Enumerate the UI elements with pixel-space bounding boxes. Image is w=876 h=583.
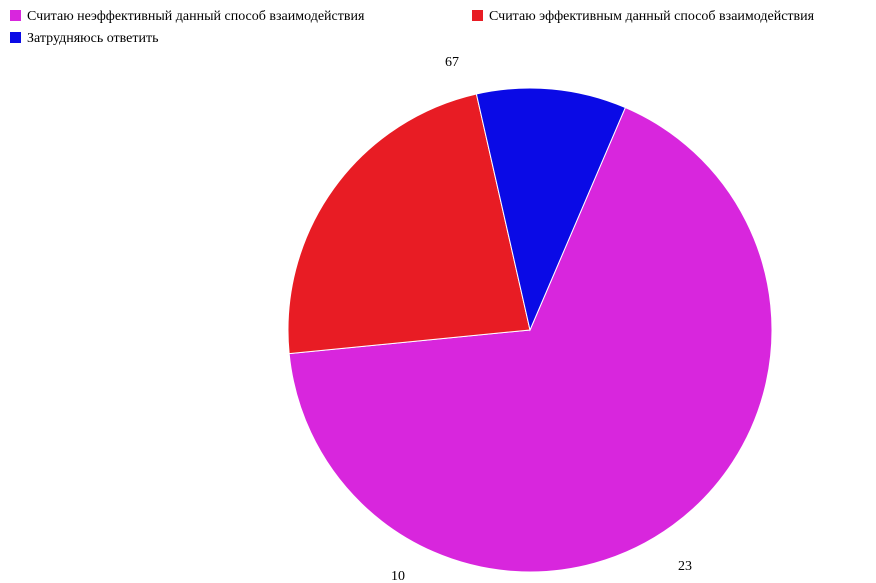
- data-label-effective: 23: [678, 559, 692, 574]
- legend-label-effective: Считаю эффективным данный способ взаимод…: [489, 9, 815, 24]
- pie-slice-effective: [287, 93, 531, 355]
- legend-label-undecided: Затрудняюсь ответить: [27, 31, 159, 46]
- data-label-undecided: 10: [391, 569, 405, 583]
- legend-swatch-effective: [472, 10, 483, 21]
- pie-slices: [287, 87, 773, 573]
- legend-swatch-undecided: [10, 32, 21, 43]
- data-labels: 67 23 10: [391, 55, 692, 583]
- pie-slice-ineffective: [288, 106, 773, 573]
- pie-slice-undecided: [475, 87, 626, 332]
- legend-swatch-ineffective: [10, 10, 21, 21]
- data-label-ineffective: 67: [445, 55, 459, 70]
- legend: Считаю неэффективный данный способ взаим…: [10, 9, 815, 46]
- legend-label-ineffective: Считаю неэффективный данный способ взаим…: [27, 9, 365, 24]
